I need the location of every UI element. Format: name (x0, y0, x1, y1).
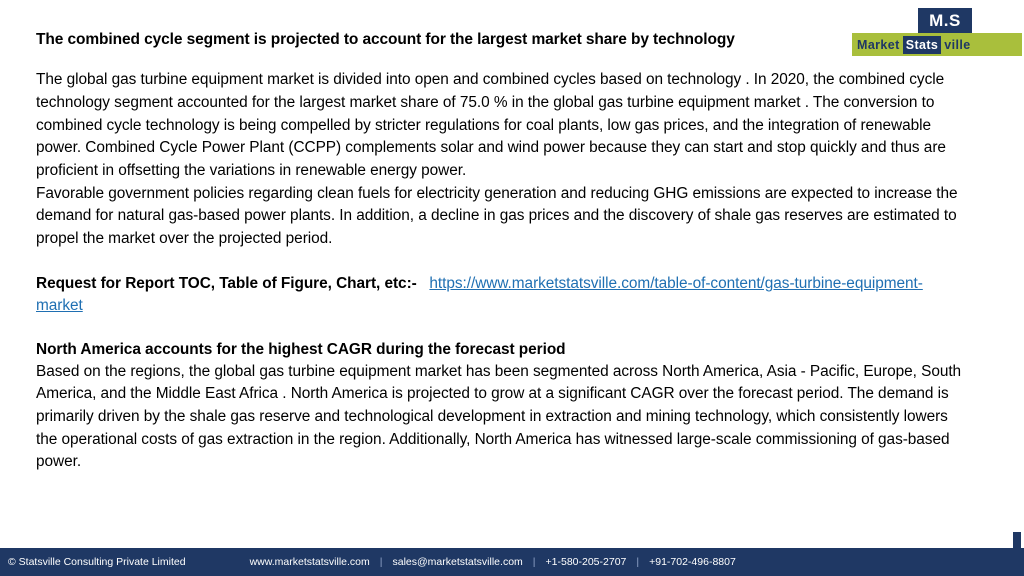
footer-website[interactable]: www.marketstatsville.com (249, 556, 370, 568)
request-toc-label: Request for Report TOC, Table of Figure,… (36, 274, 417, 292)
logo-word-ville: ville (944, 37, 971, 52)
marketstatsville-logo: M.S Market Stats ville (852, 8, 1022, 56)
footer-phone-us: +1-580-205-2707 (545, 556, 627, 568)
region-paragraph: Based on the regions, the global gas tur… (36, 362, 962, 471)
footer-contacts: www.marketstatsville.com | sales@markets… (250, 556, 736, 568)
logo-mark: M.S (918, 8, 972, 33)
footer-separator-2: | (532, 556, 536, 568)
section-subtitle: North America accounts for the highest C… (36, 341, 566, 359)
footer-accent-tab (1013, 532, 1021, 548)
footer-separator-1: | (379, 556, 383, 568)
toc-link[interactable]: https://www.marketstatsville.com/table-o… (36, 274, 923, 314)
request-toc-line: Request for Report TOC, Table of Figure,… (36, 273, 968, 318)
body-paragraph-1: The global gas turbine equipment market … (36, 71, 946, 179)
footer-phone-in: +91-702-496-8807 (649, 556, 736, 568)
logo-word-market: Market (857, 37, 900, 52)
footer-copyright: © Statsville Consulting Private Limited (8, 556, 186, 568)
body-paragraph-2: Favorable government policies regarding … (36, 184, 958, 247)
footer-separator-3: | (636, 556, 640, 568)
slide-content: The combined cycle segment is projected … (36, 30, 968, 474)
footer-bar: © Statsville Consulting Private Limited … (0, 548, 1024, 576)
footer-email[interactable]: sales@marketstatsville.com (392, 556, 523, 568)
logo-wordmark: Market Stats ville (852, 33, 1022, 56)
page-title: The combined cycle segment is projected … (36, 31, 735, 48)
logo-word-stats: Stats (902, 35, 942, 54)
